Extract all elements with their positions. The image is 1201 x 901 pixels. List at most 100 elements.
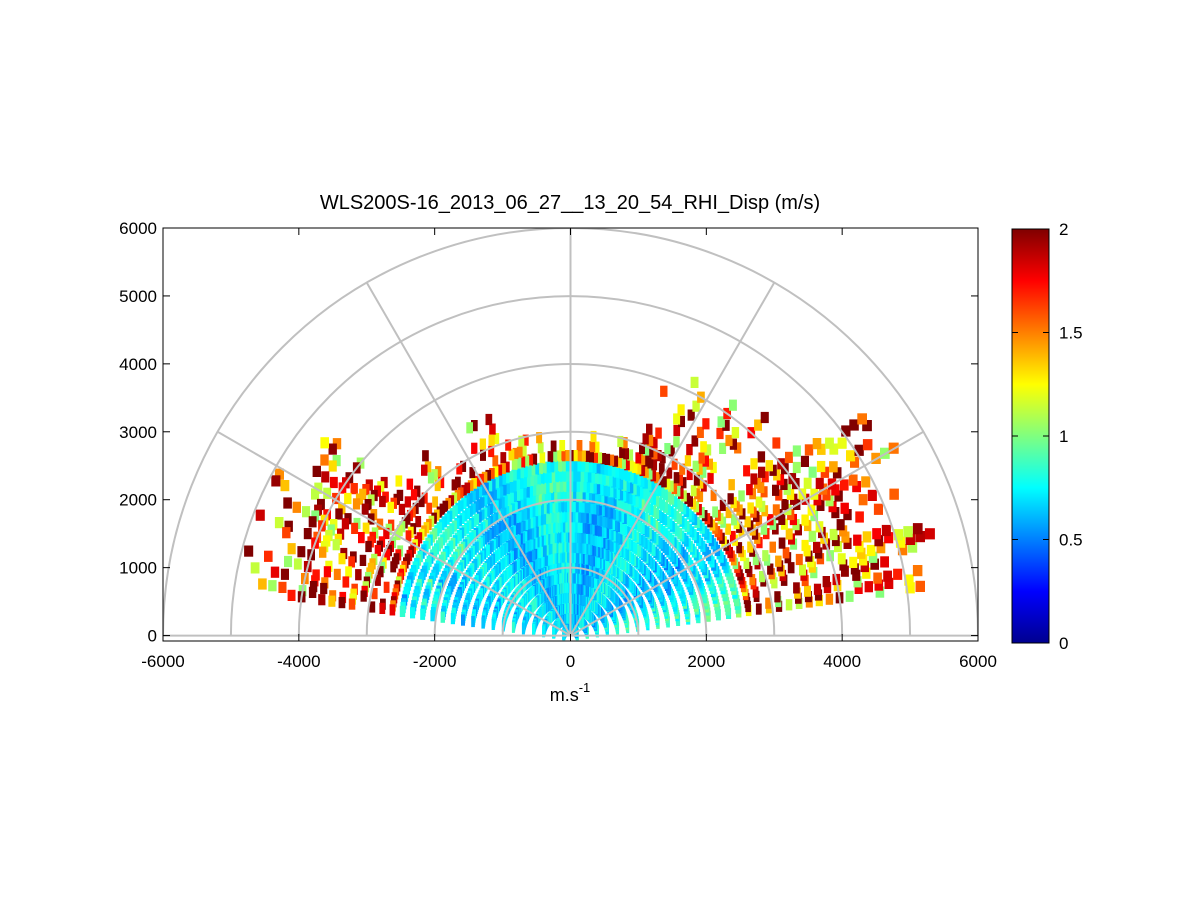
data-cell (801, 514, 809, 526)
data-cell (505, 439, 512, 451)
data-cell (461, 614, 465, 626)
data-cell (801, 539, 809, 552)
data-cell (590, 492, 596, 504)
data-cell (554, 481, 560, 493)
data-cell (849, 556, 858, 568)
x-tick-label: 0 (566, 652, 575, 671)
data-cell (478, 523, 483, 535)
data-cell (471, 478, 477, 490)
data-cell (264, 550, 273, 562)
data-cell (606, 506, 611, 518)
data-cell (560, 511, 565, 523)
data-cell (352, 498, 361, 510)
data-cell (329, 476, 338, 489)
data-cell (421, 464, 428, 476)
data-cell (549, 492, 555, 504)
data-cell (553, 543, 557, 555)
data-cell (769, 541, 776, 553)
data-cell (609, 529, 614, 541)
data-cell (493, 512, 499, 524)
data-cell (488, 445, 495, 458)
data-cell (915, 531, 925, 543)
data-cell (534, 526, 539, 538)
data-cell (563, 552, 567, 564)
data-cell (660, 526, 666, 538)
data-cell (532, 624, 535, 636)
data-cell (570, 541, 575, 553)
data-cell (677, 474, 683, 486)
data-cell (787, 562, 795, 574)
data-cell (656, 521, 661, 534)
y-tick-label: 5000 (119, 287, 157, 306)
data-cell (621, 479, 627, 491)
data-cell (499, 521, 504, 533)
data-cell (426, 502, 433, 514)
data-cell (556, 522, 561, 534)
data-cell (624, 470, 631, 482)
data-cell (469, 518, 474, 530)
data-cell (591, 503, 597, 515)
data-cell (510, 503, 515, 515)
data-cell (545, 544, 549, 557)
data-cell (545, 461, 551, 473)
data-cell (772, 504, 780, 516)
data-cell (548, 461, 555, 473)
data-cell (632, 506, 637, 518)
data-cell (607, 475, 613, 487)
data-cell (611, 497, 617, 509)
data-cell (471, 420, 478, 432)
data-cell (600, 515, 605, 527)
data-cell (772, 484, 780, 496)
data-cell (684, 492, 690, 505)
data-cell (572, 460, 578, 472)
data-cell (528, 517, 534, 529)
data-cell (604, 474, 610, 486)
data-cell (523, 542, 528, 554)
colorbar-tick-label: 0.5 (1059, 531, 1083, 550)
data-cell (255, 509, 265, 521)
data-cell (618, 478, 624, 490)
data-cell (590, 430, 597, 443)
data-cell (651, 436, 658, 449)
data-cell (630, 528, 635, 540)
data-cell (696, 426, 704, 438)
data-cell (572, 541, 577, 553)
data-cell (572, 551, 576, 564)
data-cell (656, 484, 662, 497)
data-cell (662, 514, 668, 526)
data-cell (550, 471, 556, 483)
data-cell (831, 507, 840, 519)
data-cell (655, 427, 662, 439)
data-cell (907, 541, 918, 553)
data-cell (614, 542, 618, 554)
data-cell (488, 503, 493, 515)
data-cell (646, 435, 654, 447)
data-cell (752, 586, 759, 598)
data-cell (602, 548, 606, 560)
data-cell (589, 441, 596, 453)
data-cell (493, 477, 500, 489)
data-cell (630, 516, 635, 528)
data-cell (461, 497, 467, 509)
data-cell (332, 438, 342, 450)
data-cell (610, 518, 615, 531)
data-cell (284, 555, 293, 568)
data-cell (605, 517, 610, 529)
data-cell (555, 532, 560, 544)
data-cell (765, 597, 772, 609)
data-cell (562, 531, 566, 543)
data-cell (439, 503, 446, 515)
data-cell (822, 576, 830, 588)
data-cell (293, 558, 302, 570)
data-cell (623, 548, 628, 560)
data-cell (530, 528, 535, 540)
data-cell (518, 467, 525, 479)
data-cell (581, 491, 586, 503)
data-cell (545, 503, 550, 515)
data-cell (362, 522, 370, 534)
data-cell (623, 502, 629, 514)
colorbar-tick-label: 1.5 (1059, 324, 1083, 343)
data-cell (583, 460, 589, 473)
data-cell (544, 534, 549, 546)
data-cell (693, 474, 700, 486)
